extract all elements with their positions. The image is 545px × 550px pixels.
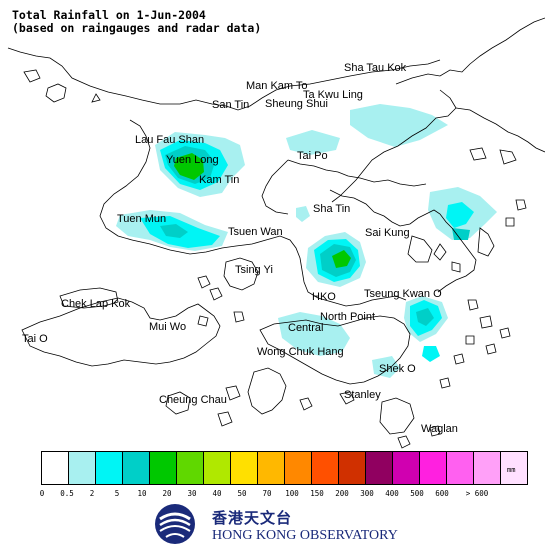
- legend-tick-label: 10: [137, 489, 147, 498]
- place-cheung-chau: Cheung Chau: [159, 394, 227, 406]
- place-sheung-shui: Sheung Shui: [265, 98, 328, 110]
- hko-logo-chinese: 香港天文台: [212, 509, 293, 527]
- place-wong-chuk-hang: Wong Chuk Hang: [257, 346, 344, 358]
- place-tsuen-wan: Tsuen Wan: [228, 226, 283, 238]
- place-tuen-mun: Tuen Mun: [117, 213, 166, 225]
- legend-swatch: [473, 451, 501, 485]
- legend-swatch: [122, 451, 150, 485]
- map-subtitle: (based on raingauges and radar data): [12, 21, 262, 35]
- legend-swatch: [176, 451, 204, 485]
- place-hko: HKO: [312, 291, 336, 303]
- legend-unit: mm: [507, 466, 516, 474]
- place-ta-kwu-ling: Ta Kwu Ling: [303, 89, 363, 101]
- legend-tick-label: 400: [385, 489, 399, 498]
- place-sha-tau-kok: Sha Tau Kok: [344, 62, 407, 74]
- place-chek-lap-kok: Chek Lap Kok: [61, 298, 131, 310]
- place-central: Central: [288, 322, 323, 334]
- legend-swatch: [203, 451, 231, 485]
- legend-swatch: [446, 451, 474, 485]
- place-sha-tin: Sha Tin: [313, 203, 350, 215]
- legend-tick-label: 50: [237, 489, 247, 498]
- legend-tick-label: 200: [335, 489, 349, 498]
- legend-swatch: [230, 451, 258, 485]
- hko-logo: 香港天文台 HONG KONG OBSERVATORY: [148, 501, 408, 547]
- legend-swatch: [257, 451, 285, 485]
- legend-swatch: [500, 451, 528, 485]
- place-tseung-kwan-o: Tseung Kwan O: [364, 288, 442, 300]
- legend-swatch: [95, 451, 123, 485]
- legend-tick-label: 600: [435, 489, 449, 498]
- place-labels: Sha Tau Kok Man Kam To Ta Kwu Ling San T…: [22, 62, 458, 435]
- legend-swatch: [68, 451, 96, 485]
- legend-swatch: [392, 451, 420, 485]
- place-man-kam-to: Man Kam To: [246, 80, 308, 92]
- place-yuen-long: Yuen Long: [166, 154, 219, 166]
- hko-logo-english: HONG KONG OBSERVATORY: [212, 528, 398, 543]
- legend-tick-label: 40: [212, 489, 222, 498]
- legend-swatch: [41, 451, 69, 485]
- place-north-point: North Point: [320, 311, 375, 323]
- place-sai-kung: Sai Kung: [365, 227, 410, 239]
- legend-tick-label: 0: [39, 489, 45, 498]
- place-kam-tin: Kam Tin: [199, 174, 239, 186]
- legend-tick-label: 100: [285, 489, 299, 498]
- legend-swatch: [149, 451, 177, 485]
- legend-tick-label: 5: [114, 489, 120, 498]
- legend-tick-label: 500: [410, 489, 424, 498]
- place-stanley: Stanley: [344, 389, 381, 401]
- rainfall-shading: [116, 104, 497, 378]
- legend-tick-label: 30: [187, 489, 197, 498]
- legend-tick-label: 20: [162, 489, 172, 498]
- place-lau-fau-shan: Lau Fau Shan: [135, 134, 204, 146]
- legend-swatch: [338, 451, 366, 485]
- place-mui-wo: Mui Wo: [149, 321, 186, 333]
- legend-swatch: [284, 451, 312, 485]
- legend-tick-label: 300: [360, 489, 374, 498]
- place-tai-o: Tai O: [22, 333, 48, 345]
- legend-swatch: [365, 451, 393, 485]
- legend-swatch: [419, 451, 447, 485]
- legend-tick-label: > 600: [465, 489, 489, 498]
- place-san-tin: San Tin: [212, 99, 249, 111]
- place-waglan: Waglan: [421, 423, 458, 435]
- legend-swatch: [311, 451, 339, 485]
- legend-tick-label: 150: [310, 489, 324, 498]
- map-title: Total Rainfall on 1-Jun-2004: [12, 8, 206, 22]
- place-tsing-yi: Tsing Yi: [235, 264, 273, 276]
- coastline: [7, 17, 545, 449]
- place-tai-po: Tai Po: [297, 150, 328, 162]
- legend-ticks: 0 0.5 2 5 10 20 30 40 50 70 100 150 200 300 400 500 600 >…: [30, 489, 530, 501]
- rainfall-map: Sha Tau Kok Man Kam To Ta Kwu Ling San T…: [7, 17, 545, 449]
- place-shek-o: Shek O: [379, 363, 416, 375]
- legend-tick-label: 0.5: [60, 489, 74, 498]
- rainfall-legend: [41, 451, 528, 485]
- legend-tick-label: 70: [262, 489, 272, 498]
- hko-emblem-icon: [155, 504, 195, 544]
- legend-tick-label: 2: [89, 489, 95, 498]
